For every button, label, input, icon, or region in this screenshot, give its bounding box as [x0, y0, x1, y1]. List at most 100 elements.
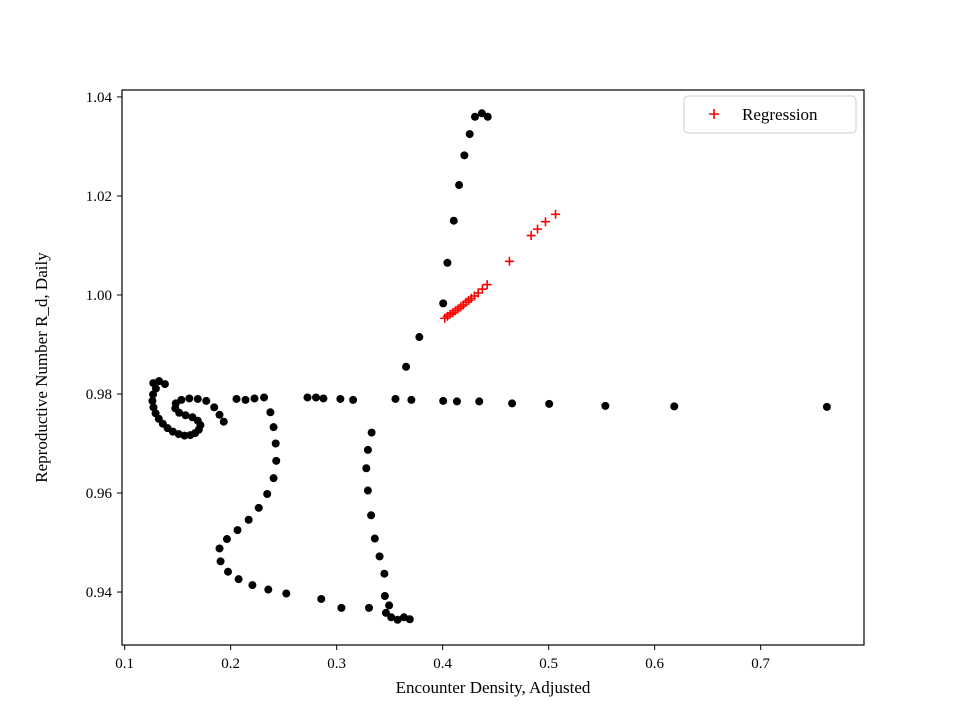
data-point — [264, 585, 273, 594]
data-point — [460, 151, 469, 160]
data-point — [148, 396, 157, 405]
data-point — [219, 417, 228, 426]
data-point — [393, 615, 402, 624]
y-tick-label: 1.00 — [86, 288, 112, 304]
data-point — [254, 503, 263, 512]
regression-point — [540, 217, 550, 227]
y-tick-label: 0.94 — [86, 585, 113, 601]
data-point — [282, 589, 291, 598]
data-point — [244, 515, 253, 524]
regression-point — [473, 288, 483, 298]
data-point — [188, 413, 197, 422]
data-point — [405, 615, 414, 624]
data-point — [272, 456, 281, 465]
x-axis-label: Encounter Density, Adjusted — [396, 678, 591, 697]
data-point — [202, 396, 211, 405]
data-point — [160, 380, 169, 389]
regression-point — [551, 209, 561, 219]
data-point — [317, 594, 326, 603]
legend: Regression — [683, 95, 857, 134]
data-point — [380, 591, 389, 600]
data-point — [266, 408, 275, 417]
legend-box — [683, 95, 857, 134]
data-point — [483, 112, 492, 121]
data-point — [337, 603, 346, 612]
regression-point — [533, 224, 543, 234]
data-point — [311, 393, 320, 402]
y-tick-label: 1.02 — [86, 189, 112, 205]
data-point — [319, 394, 328, 403]
data-point — [269, 423, 278, 432]
data-point — [215, 544, 224, 553]
data-point — [601, 401, 610, 410]
data-point — [465, 130, 474, 139]
series-circle — [148, 109, 831, 624]
data-point — [367, 428, 376, 437]
data-point — [177, 395, 186, 404]
data-point — [455, 181, 464, 190]
data-point — [364, 603, 373, 612]
data-point — [449, 216, 458, 225]
y-axis-label: Reproductive Number R_d, Daily — [32, 252, 51, 483]
data-point — [545, 399, 554, 408]
y-tick-label: 0.98 — [86, 387, 112, 403]
data-point — [260, 393, 269, 402]
x-tick-label: 0.5 — [539, 656, 558, 672]
regression-point — [477, 284, 487, 294]
data-point — [375, 552, 384, 561]
data-point — [381, 608, 390, 617]
regression-point — [504, 256, 514, 266]
data-point — [363, 445, 372, 454]
data-point — [391, 394, 400, 403]
data-point — [250, 394, 259, 403]
data-point — [380, 569, 389, 578]
data-point — [349, 395, 358, 404]
data-point — [387, 613, 396, 622]
plot-border — [121, 89, 865, 646]
data-point — [439, 396, 448, 405]
y-tick-label: 1.04 — [86, 90, 113, 106]
data-point — [222, 535, 231, 544]
data-point — [303, 393, 312, 402]
data-point — [402, 362, 411, 371]
data-point — [439, 299, 448, 308]
data-point — [407, 395, 416, 404]
data-point — [271, 439, 280, 448]
data-point — [248, 581, 257, 590]
x-tick-label: 0.3 — [327, 656, 346, 672]
data-point — [508, 399, 517, 408]
data-point — [477, 109, 486, 118]
regression-point — [526, 231, 536, 241]
data-point — [234, 575, 243, 584]
data-point — [232, 394, 241, 403]
series-plus — [440, 209, 561, 323]
data-point — [224, 567, 232, 576]
data-point — [233, 526, 242, 535]
data-point — [370, 534, 379, 543]
x-tick-label: 0.7 — [751, 656, 770, 672]
data-point — [263, 489, 272, 498]
x-tick-label: 0.4 — [433, 656, 452, 672]
data-point — [241, 395, 250, 404]
data-point — [670, 402, 679, 411]
x-tick-label: 0.2 — [221, 656, 240, 672]
x-tick-label: 0.1 — [115, 656, 134, 672]
legend-plus-marker-icon — [709, 109, 719, 119]
data-point — [470, 112, 479, 121]
data-point — [180, 431, 189, 440]
y-tick-label: 0.96 — [86, 486, 113, 502]
data-point — [443, 258, 452, 267]
data-point — [269, 474, 278, 483]
data-point — [822, 402, 831, 411]
data-point — [336, 394, 345, 403]
data-point — [149, 390, 158, 399]
data-point — [193, 394, 202, 403]
data-point — [367, 511, 376, 520]
data-point — [185, 394, 194, 403]
legend-entry-label: Regression — [742, 105, 818, 124]
data-point — [151, 384, 160, 393]
data-point — [210, 403, 219, 412]
data-point — [475, 397, 484, 406]
